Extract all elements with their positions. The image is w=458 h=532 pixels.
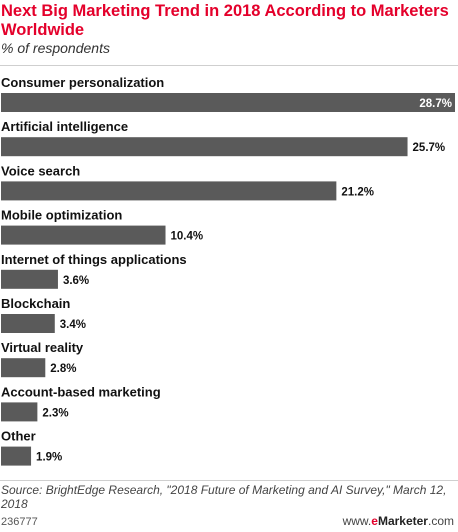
brand-suffix: .com <box>427 514 454 528</box>
category-label-artificial-intelligence: Artificial intelligence <box>1 119 128 134</box>
category-label-account-based-marketing: Account-based marketing <box>1 384 161 399</box>
bar-blockchain <box>1 314 55 333</box>
category-label-mobile-optimization: Mobile optimization <box>1 208 122 223</box>
top-divider <box>0 65 458 66</box>
category-label-internet-of-things-applications: Internet of things applications <box>1 252 187 267</box>
value-label-virtual-reality: 2.8% <box>50 363 76 375</box>
category-label-consumer-personalization: Consumer personalization <box>1 75 164 90</box>
value-label-consumer-personalization: 28.7% <box>419 98 452 110</box>
bar-internet-of-things-applications <box>1 269 58 289</box>
chart-title: Next Big Marketing Trend in 2018 Accordi… <box>1 2 449 39</box>
bar-chart: Consumer personalization 28.7% Artificial … <box>1 75 455 466</box>
bar-other <box>1 446 32 466</box>
bar-virtual-reality <box>1 358 46 378</box>
source-note: Source: BrightEdge Research, "2018 Futur… <box>1 483 447 511</box>
value-label-artificial-intelligence: 25.7% <box>413 142 446 154</box>
value-label-voice-search: 21.2% <box>341 186 374 198</box>
bar-voice-search <box>1 181 337 201</box>
bar-consumer-personalization <box>1 93 455 112</box>
chart-id: 236777 <box>1 516 38 528</box>
category-label-voice-search: Voice search <box>1 163 80 178</box>
bottom-divider <box>0 480 458 481</box>
brand-prefix: www. <box>342 514 372 528</box>
value-label-mobile-optimization: 10.4% <box>171 231 204 243</box>
bar-mobile-optimization <box>1 225 166 245</box>
value-label-other: 1.9% <box>36 452 62 464</box>
category-label-virtual-reality: Virtual reality <box>1 340 84 355</box>
value-label-account-based-marketing: 2.3% <box>42 407 68 419</box>
value-label-internet-of-things-applications: 3.6% <box>63 275 89 287</box>
category-label-other: Other <box>1 429 36 444</box>
category-label-blockchain: Blockchain <box>1 296 70 311</box>
value-label-blockchain: 3.4% <box>60 319 86 331</box>
bar-artificial-intelligence <box>1 137 408 157</box>
bar-account-based-marketing <box>1 402 38 422</box>
emarketer-logo: www.eMarketer.com <box>343 514 454 528</box>
chart-subtitle: % of respondents <box>1 40 110 56</box>
brand-e: e <box>371 514 378 528</box>
brand-name: Marketer <box>377 514 428 528</box>
